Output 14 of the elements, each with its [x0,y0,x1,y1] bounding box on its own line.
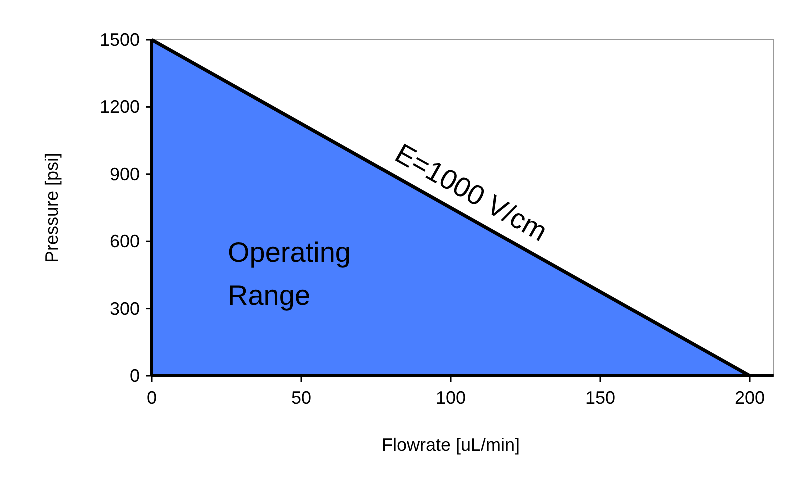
y-tick-label: 300 [110,298,140,319]
y-tick-label: 600 [110,232,140,252]
x-tick-label: 50 [291,388,312,408]
x-tick-label: 100 [436,388,466,408]
annotation: Operating Range [228,237,351,311]
x-tick-label: 0 [146,388,158,408]
y-tick-label: 1200 [100,97,140,118]
y-tick-label: 900 [110,164,140,184]
y-tick-label: 0 [130,366,140,386]
x-tick-label: 200 [734,388,766,408]
x-axis-title: Flowrate [uL/min] [382,435,520,455]
x-tick-label: 150 [585,388,616,408]
y-axis-title: Pressure [psi] [42,152,62,264]
y-tick-label: 1500 [100,30,140,50]
